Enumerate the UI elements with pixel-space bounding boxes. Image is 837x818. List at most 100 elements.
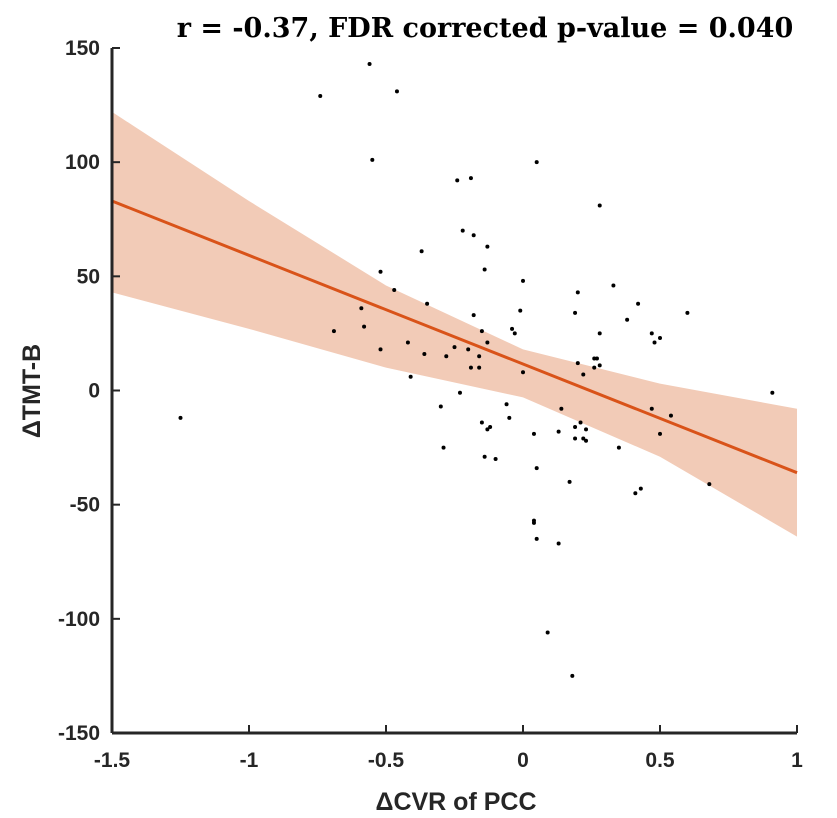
axes-layer: [110, 47, 798, 735]
y-tick-label: 0: [88, 380, 100, 403]
x-tick-label: -0.5: [368, 749, 405, 772]
x-tick-label: 0: [517, 749, 529, 772]
data-point: [531, 431, 536, 436]
data-point: [512, 331, 517, 336]
confidence-band-layer: [112, 111, 797, 537]
data-point: [575, 290, 580, 295]
x-tick-label: 0.5: [645, 749, 675, 772]
data-point: [597, 363, 602, 368]
data-point: [594, 356, 599, 361]
data-point: [668, 413, 673, 418]
data-point: [468, 176, 473, 181]
data-point: [441, 445, 446, 450]
y-tick-label: -50: [70, 494, 100, 517]
data-point: [457, 390, 462, 395]
data-point: [485, 340, 490, 345]
data-point: [425, 301, 430, 306]
x-axis-label: ΔCVR of PCC: [375, 788, 536, 816]
data-point: [504, 402, 509, 407]
confidence-band: [112, 111, 797, 537]
data-point: [633, 491, 638, 496]
data-point: [362, 324, 367, 329]
data-point: [452, 345, 457, 350]
data-point: [584, 438, 589, 443]
data-point: [331, 329, 336, 334]
data-point: [378, 269, 383, 274]
data-point: [573, 310, 578, 315]
y-axis-label: ΔTMT-B: [18, 344, 46, 438]
data-point: [477, 365, 482, 370]
y-tick-label: 50: [77, 265, 100, 288]
data-point: [616, 445, 621, 450]
data-point: [521, 370, 525, 375]
data-point: [592, 356, 597, 361]
data-point: [438, 404, 443, 409]
data-point: [485, 427, 490, 432]
data-point: [567, 479, 572, 484]
data-point: [611, 283, 616, 288]
data-point: [597, 203, 602, 208]
data-point: [770, 390, 775, 395]
data-point: [658, 431, 662, 436]
data-point: [545, 630, 550, 635]
data-point: [592, 365, 597, 370]
y-tick-label: -100: [58, 608, 100, 631]
data-point: [658, 335, 662, 340]
data-point: [444, 354, 449, 359]
data-point: [573, 425, 578, 430]
data-point: [479, 420, 484, 425]
y-tick-label: 100: [65, 151, 100, 174]
data-point: [408, 374, 413, 379]
data-point: [578, 420, 583, 425]
data-point: [575, 361, 580, 366]
data-point: [482, 267, 487, 272]
regression-line: [111, 199, 798, 475]
data-point: [707, 482, 712, 487]
data-point: [370, 157, 375, 162]
data-point: [581, 372, 586, 377]
data-point: [534, 536, 539, 541]
data-point: [471, 313, 476, 318]
y-tick-label: 150: [65, 37, 100, 60]
data-point: [422, 351, 427, 356]
data-point: [318, 93, 323, 98]
data-point: [482, 454, 487, 459]
data-point: [419, 249, 424, 254]
data-point: [378, 347, 383, 352]
data-point: [570, 673, 575, 678]
y-tick-labels: -150 -100 -50 0 50 100 150: [58, 37, 100, 745]
data-point: [597, 331, 602, 336]
data-point: [405, 340, 410, 345]
data-point: [367, 61, 372, 66]
data-point: [584, 427, 589, 432]
data-point: [510, 326, 515, 331]
data-point: [534, 466, 539, 471]
data-point: [556, 541, 561, 546]
data-point: [652, 340, 657, 345]
y-tick-label: -150: [58, 722, 100, 745]
data-point: [488, 425, 493, 430]
data-point: [394, 89, 399, 94]
data-point: [518, 308, 523, 313]
data-point: [468, 365, 473, 370]
data-point: [392, 288, 397, 293]
data-point: [507, 415, 512, 420]
data-point: [493, 457, 498, 461]
x-tick-label: -1.5: [94, 749, 131, 772]
data-point: [581, 436, 586, 441]
data-point: [625, 317, 630, 322]
x-tick-label: 1: [791, 749, 803, 772]
data-point: [521, 278, 525, 283]
chart-title: r = -0.37, FDR corrected p-value = 0.040: [177, 13, 794, 44]
data-point: [466, 347, 471, 352]
x-tick-labels: -1.5 -1 -0.5 0 0.5 1: [94, 749, 803, 772]
data-point: [573, 436, 578, 441]
data-point: [455, 178, 460, 183]
data-point: [460, 228, 465, 233]
data-point: [531, 520, 536, 525]
data-point: [485, 244, 490, 249]
data-point: [359, 306, 364, 311]
data-point: [559, 406, 564, 411]
data-point: [638, 486, 643, 491]
